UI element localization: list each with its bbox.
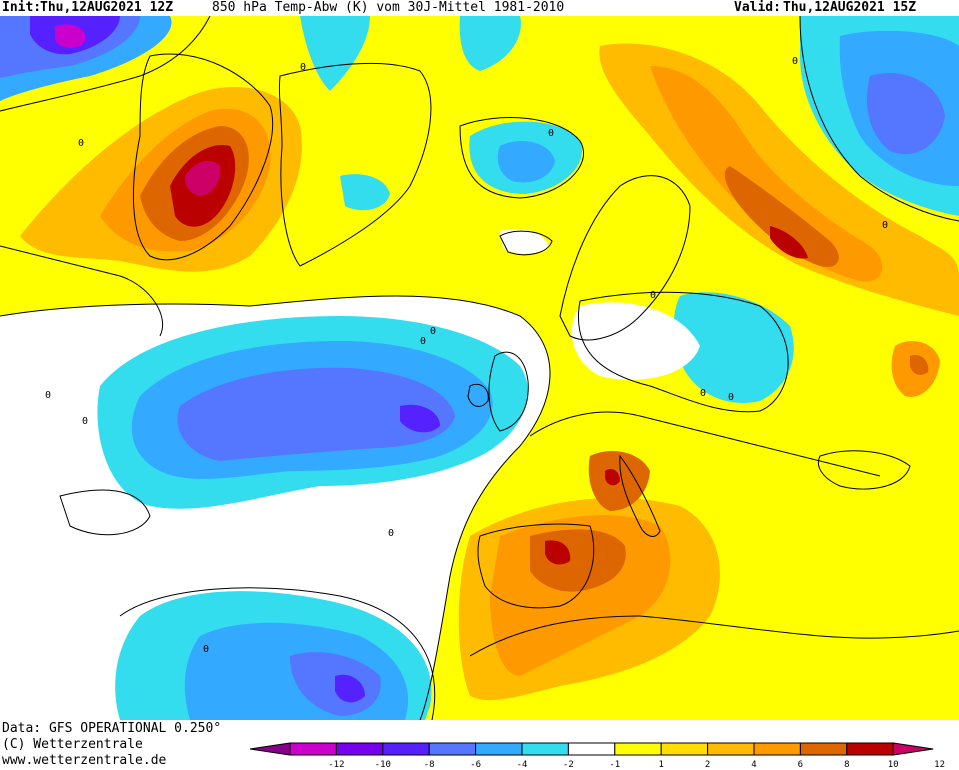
colorbar-tick-label: 2 <box>704 760 711 770</box>
anomaly-warm-canada-peak <box>184 160 221 196</box>
colorbar-tick-label: -6 <box>470 760 482 770</box>
anomaly-cold-top-b <box>300 16 370 91</box>
colorbar-swatch <box>799 742 848 756</box>
colorbar-swatch <box>614 742 662 756</box>
coast-baffin <box>132 53 274 261</box>
anomaly-warm-east-core <box>910 354 929 375</box>
colorbar-tick-label: 8 <box>844 760 850 770</box>
anomaly-cold-ne-core <box>866 72 945 155</box>
colorbar-swatch <box>289 742 337 756</box>
colorbar-tick-label: -2 <box>562 760 574 770</box>
contour-label: 0 <box>650 290 656 301</box>
anomaly-neutral-europe <box>571 302 700 380</box>
anomaly-cold-iceland-inner <box>497 141 555 183</box>
contour-label: 0 <box>548 128 554 139</box>
coast-britain <box>488 351 529 432</box>
coast-labrador <box>0 245 164 337</box>
coastlines <box>0 53 959 657</box>
coast-black-sea <box>817 450 911 490</box>
contour-line <box>119 587 436 720</box>
colorbar-swatch <box>335 742 384 756</box>
anomaly-cold-europe <box>673 292 794 403</box>
contour-label: 0 <box>388 528 394 539</box>
init-label: Init: <box>2 0 42 15</box>
contour-label: 0 <box>45 390 51 401</box>
anomaly-warm-italy-core <box>605 469 620 486</box>
contour-label: 0 <box>78 138 84 149</box>
colorbar-swatch <box>753 742 801 756</box>
contour-label-group: 0 0 0 0 0 0 0 0 0 0 0 0 0 0 <box>45 56 888 655</box>
data-source-label: Data: GFS OPERATIONAL 0.250° <box>2 721 222 736</box>
anomaly-cold-atlantic-peak <box>400 404 440 433</box>
colorbar-low-arrow <box>249 742 291 756</box>
contour-line <box>578 291 789 413</box>
coast-ireland <box>467 383 489 407</box>
colorbar-tick-label: -8 <box>423 760 435 770</box>
colorbar-swatch <box>707 742 755 756</box>
valid-label: Valid: <box>734 0 781 15</box>
colorbar-swatch <box>428 742 477 756</box>
contour-label: 0 <box>300 62 306 73</box>
anomaly-map: 0 0 0 0 0 0 0 0 0 0 0 0 0 0 <box>0 16 959 720</box>
colorbar-tick-label: -1 <box>609 760 621 770</box>
contour-label: 0 <box>203 644 209 655</box>
anomaly-warm-russia-inner <box>724 166 839 267</box>
copyright-label: (C) Wetterzentrale <box>2 737 143 752</box>
colorbar-swatch <box>846 742 894 756</box>
contour-label: 0 <box>882 220 888 231</box>
zero-contours <box>0 16 959 720</box>
colorbar-swatch <box>660 742 709 756</box>
anomaly-warm-russia-core <box>770 226 808 259</box>
anomaly-warm-iberia-core <box>545 540 571 565</box>
contour-line <box>0 295 551 720</box>
colorbar-swatch <box>382 742 430 756</box>
colorbar-swatch <box>521 742 569 756</box>
header-bar: Init: Thu,12AUG2021 12Z 850 hPa Temp-Abw… <box>0 0 959 16</box>
coast-africa <box>469 615 959 657</box>
coast-greenland <box>278 62 432 267</box>
contour-line <box>0 16 211 112</box>
coast-iberia <box>477 523 595 609</box>
map-title: 850 hPa Temp-Abw (K) vom 30J-Mittel 1981… <box>212 0 565 15</box>
anomaly-cold-atlantic-core <box>177 367 456 461</box>
anomaly-cold-greenland-a <box>340 174 390 211</box>
anomaly-cold-top-a <box>459 16 521 71</box>
contour-label: 0 <box>792 56 798 67</box>
anomaly-cold-nw-peak <box>55 24 86 49</box>
map-svg: 0 0 0 0 0 0 0 0 0 0 0 0 0 0 <box>0 16 959 720</box>
colorbar-tick-label: -4 <box>516 760 528 770</box>
contour-label: 0 <box>430 326 436 337</box>
anomaly-neutral-a <box>500 229 548 254</box>
coast-italy <box>619 454 661 537</box>
colorbar: -12 -10 -8 -6 -4 -2 -1 1 2 4 6 8 10 12 <box>249 740 959 770</box>
contour-label: 0 <box>420 336 426 347</box>
coast-europe <box>529 411 881 477</box>
contour-label: 0 <box>700 388 706 399</box>
website-label: www.wetterzentrale.de <box>2 753 167 768</box>
colorbar-tick-label: 1 <box>658 760 664 770</box>
coast-scandinavia <box>559 175 691 341</box>
contour-line <box>59 489 151 536</box>
colorbar-swatch <box>475 742 523 756</box>
colorbar-svg <box>249 742 934 756</box>
colorbar-swatch <box>567 742 616 756</box>
colorbar-high-arrow <box>892 742 934 756</box>
contour-label: 0 <box>728 392 734 403</box>
contour-line <box>459 117 584 199</box>
colorbar-tick-label: 10 <box>887 760 899 770</box>
colorbar-tick-label: -10 <box>374 760 391 770</box>
anomaly-cold-sw-peak <box>335 674 365 703</box>
colorbar-tick-label: 4 <box>751 760 757 770</box>
contour-label: 0 <box>82 416 88 427</box>
anomaly-warm-russia-mid <box>650 66 883 282</box>
colorbar-tick-label: -12 <box>328 760 345 770</box>
valid-value: Thu,12AUG2021 15Z <box>783 0 917 15</box>
coast-iceland <box>499 230 553 256</box>
colorbar-tick-label: 6 <box>797 760 804 770</box>
colorbar-tick-label: 12 <box>934 760 946 770</box>
contour-line <box>799 16 959 222</box>
init-value: Thu,12AUG2021 12Z <box>40 0 174 15</box>
